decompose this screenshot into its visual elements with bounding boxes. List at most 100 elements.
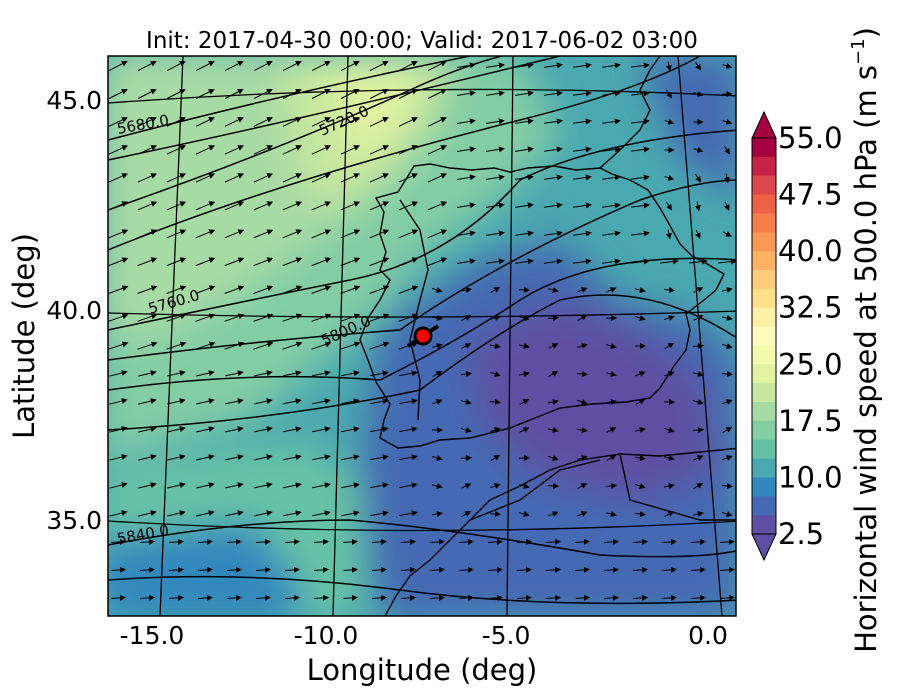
wind-arrow bbox=[311, 145, 332, 155]
wind-arrow bbox=[398, 117, 418, 127]
wind-arrow bbox=[138, 482, 157, 489]
wind-arrow bbox=[282, 89, 302, 99]
wind-arrow bbox=[577, 455, 588, 461]
wind-arrow bbox=[224, 201, 245, 211]
wind-arrow bbox=[490, 427, 501, 433]
wind-arrow bbox=[253, 313, 274, 322]
wind-arrow bbox=[719, 538, 735, 545]
wind-arrow bbox=[634, 287, 646, 293]
wind-arrow bbox=[312, 398, 331, 405]
wind-arrow bbox=[224, 145, 245, 155]
wind-arrow bbox=[282, 60, 302, 72]
wind-arrow bbox=[312, 482, 331, 489]
wind-arrow bbox=[515, 174, 534, 181]
wind-arrow bbox=[137, 145, 158, 155]
wind-arrow bbox=[690, 566, 706, 573]
wind-arrow bbox=[283, 482, 302, 489]
wind-arrow bbox=[664, 315, 675, 321]
wind-arrow bbox=[400, 566, 416, 573]
iberia-coast bbox=[359, 163, 725, 449]
wind-arrow bbox=[137, 229, 158, 239]
wind-arrow bbox=[225, 510, 244, 517]
wind-arrow bbox=[605, 399, 617, 405]
wind-arrow bbox=[108, 60, 128, 72]
wind-arrow bbox=[226, 538, 242, 545]
wind-arrow bbox=[573, 146, 592, 153]
colorbar-band bbox=[752, 515, 776, 535]
map-plot[interactable]: 5680.0 5720.0 5760.0 5800.0 5840.0 bbox=[100, 48, 740, 620]
wind-arrow bbox=[167, 370, 186, 377]
wind-arrow bbox=[544, 202, 563, 209]
wind-arrow bbox=[635, 315, 646, 321]
wind-arrow bbox=[457, 146, 476, 153]
wind-arrow bbox=[631, 258, 650, 265]
wind-arrow bbox=[635, 427, 646, 433]
wind-arrow bbox=[195, 285, 216, 294]
wind-arrow bbox=[166, 60, 186, 72]
wind-arrow bbox=[693, 371, 704, 377]
wind-arrow bbox=[340, 285, 361, 294]
wind-arrow bbox=[606, 455, 617, 461]
wind-arrow bbox=[516, 566, 532, 573]
wind-arrow bbox=[721, 287, 733, 293]
wind-arrow bbox=[631, 146, 650, 153]
wind-arrow bbox=[398, 89, 418, 99]
africa-coast bbox=[384, 447, 736, 616]
wind-arrow bbox=[515, 62, 534, 69]
wind-arrow bbox=[108, 201, 129, 211]
wind-arrow bbox=[110, 566, 126, 573]
site-marker[interactable] bbox=[406, 324, 440, 348]
wind-arrow bbox=[486, 230, 505, 237]
wind-arrow bbox=[664, 483, 675, 489]
wind-arrow bbox=[369, 341, 390, 350]
wind-arrow bbox=[369, 229, 390, 239]
wind-arrow bbox=[573, 258, 592, 265]
wind-arrow bbox=[490, 286, 501, 293]
wind-arrow bbox=[487, 566, 503, 573]
wind-arrow bbox=[340, 313, 361, 322]
wind-arrow bbox=[137, 60, 157, 72]
wind-arrow bbox=[606, 343, 617, 349]
plot-frame bbox=[107, 55, 737, 617]
wind-arrow bbox=[632, 566, 648, 573]
wind-arrow bbox=[311, 173, 332, 183]
x-tick-label: -10.0 bbox=[294, 621, 359, 650]
wind-arrow bbox=[282, 257, 303, 267]
y-axis-title: Latitude (deg) bbox=[7, 233, 41, 439]
wind-arrow bbox=[137, 313, 158, 322]
wind-arrow bbox=[721, 483, 733, 489]
colorbar: 55.0 47.5 40.0 32.5 25.0 17.5 10.0 2.5 Horizont… bbox=[751, 27, 883, 653]
y-tick-label: 45.0 bbox=[46, 86, 102, 115]
wind-arrow bbox=[166, 145, 187, 155]
wind-arrow bbox=[399, 482, 418, 489]
wind-arrow bbox=[722, 399, 733, 405]
wind-arrow bbox=[432, 511, 443, 517]
wind-arrow bbox=[695, 173, 702, 183]
colorbar-band bbox=[752, 345, 776, 365]
x-tick-label: -15.0 bbox=[120, 621, 185, 650]
wind-arrow bbox=[602, 230, 621, 237]
colorbar-tick-label: 2.5 bbox=[778, 517, 824, 551]
wind-arrow bbox=[431, 483, 443, 489]
wind-arrow bbox=[515, 90, 534, 97]
wind-arrow bbox=[689, 258, 708, 265]
wind-arrow bbox=[108, 341, 129, 350]
wind-arrow bbox=[224, 313, 245, 322]
colorbar-band bbox=[752, 402, 776, 422]
wind-arrow bbox=[724, 201, 730, 212]
wind-arrow bbox=[283, 370, 302, 377]
wind-arrow bbox=[370, 454, 389, 461]
colorbar-band bbox=[752, 270, 776, 290]
wind-arrow bbox=[166, 201, 187, 211]
wind-arrow bbox=[108, 229, 129, 239]
wind-arrow bbox=[225, 398, 244, 405]
wind-arrow bbox=[282, 173, 303, 183]
wind-arrow bbox=[606, 287, 617, 293]
wind-arrow bbox=[573, 230, 592, 237]
wind-arrow bbox=[547, 315, 559, 321]
wind-arrow bbox=[486, 258, 505, 265]
wind-arrow bbox=[167, 482, 186, 489]
wind-arrow bbox=[693, 482, 704, 489]
wind-arrow bbox=[341, 370, 360, 377]
wind-arrow bbox=[548, 287, 559, 293]
